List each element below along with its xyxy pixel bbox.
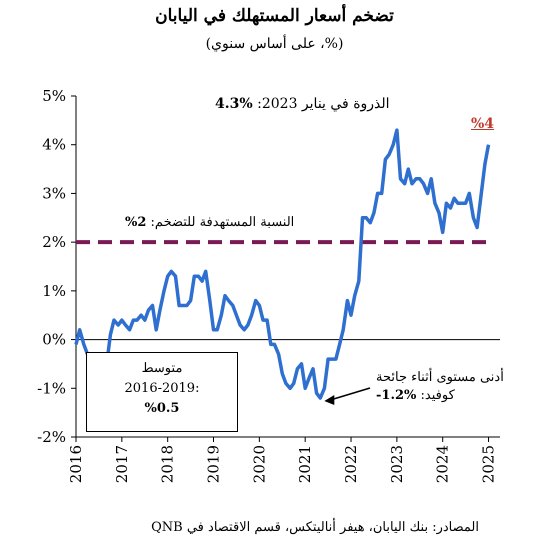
- covid-low-annotation: كوفيد: -1.2%: [376, 388, 455, 403]
- source-note: المصادر: بنك اليابان، هيفر أناليتكس، قسم…: [151, 520, 479, 535]
- peak-text: الذروة في يناير 2023:: [257, 96, 390, 112]
- average-label: متوسط: [141, 361, 183, 376]
- x-tick-label: 2017: [113, 445, 131, 483]
- latest-value-label: %4: [471, 116, 495, 132]
- covid-low-text: كوفيد:: [420, 388, 455, 403]
- y-tick-label: -1%: [37, 379, 66, 397]
- x-tick-label: 2024: [434, 445, 452, 483]
- peak-value: %4.3: [215, 96, 253, 112]
- x-tick-label: 2021: [296, 445, 314, 483]
- average-box: متوسط 2016-2019: %0.5: [86, 352, 238, 432]
- chart-subtitle: (%، على أساس سنوي): [205, 36, 344, 52]
- covid-low-arrow-head: [324, 395, 335, 406]
- x-tick-label: 2019: [205, 445, 223, 483]
- x-tick-label: 2022: [342, 445, 360, 483]
- y-tick-label: 1%: [42, 282, 66, 300]
- cpi-series-line: [74, 128, 491, 400]
- x-tick-label: 2018: [159, 445, 177, 483]
- y-tick-label: 3%: [42, 184, 66, 202]
- y-tick-label: -2%: [37, 428, 66, 446]
- covid-low-arrow-line: [330, 387, 371, 401]
- y-tick-label: 2%: [42, 233, 66, 251]
- target-text: النسبة المستهدفة للتضخم:: [150, 215, 295, 230]
- chart-title: تضخم أسعار المستهلك في اليابان: [155, 6, 394, 26]
- average-period: 2016-2019:: [124, 381, 200, 396]
- y-tick-label: 0%: [42, 331, 66, 349]
- y-tick-label: 5%: [42, 87, 66, 105]
- x-tick-label: 2025: [480, 445, 498, 483]
- target-value: 2%: [125, 215, 147, 230]
- x-tick-label: 2023: [388, 445, 406, 483]
- x-tick-label: 2016: [67, 445, 85, 483]
- covid-low-value: -1.2%: [376, 388, 417, 403]
- average-value: %0.5: [144, 401, 180, 416]
- target-annotation: النسبة المستهدفة للتضخم: 2%: [125, 215, 294, 230]
- y-tick-label: 4%: [42, 136, 66, 154]
- peak-annotation: الذروة في يناير 2023: %4.3: [215, 96, 390, 112]
- x-tick-label: 2020: [250, 445, 268, 483]
- covid-low-line1: أدنى مستوى أثناء جائحة: [376, 370, 504, 385]
